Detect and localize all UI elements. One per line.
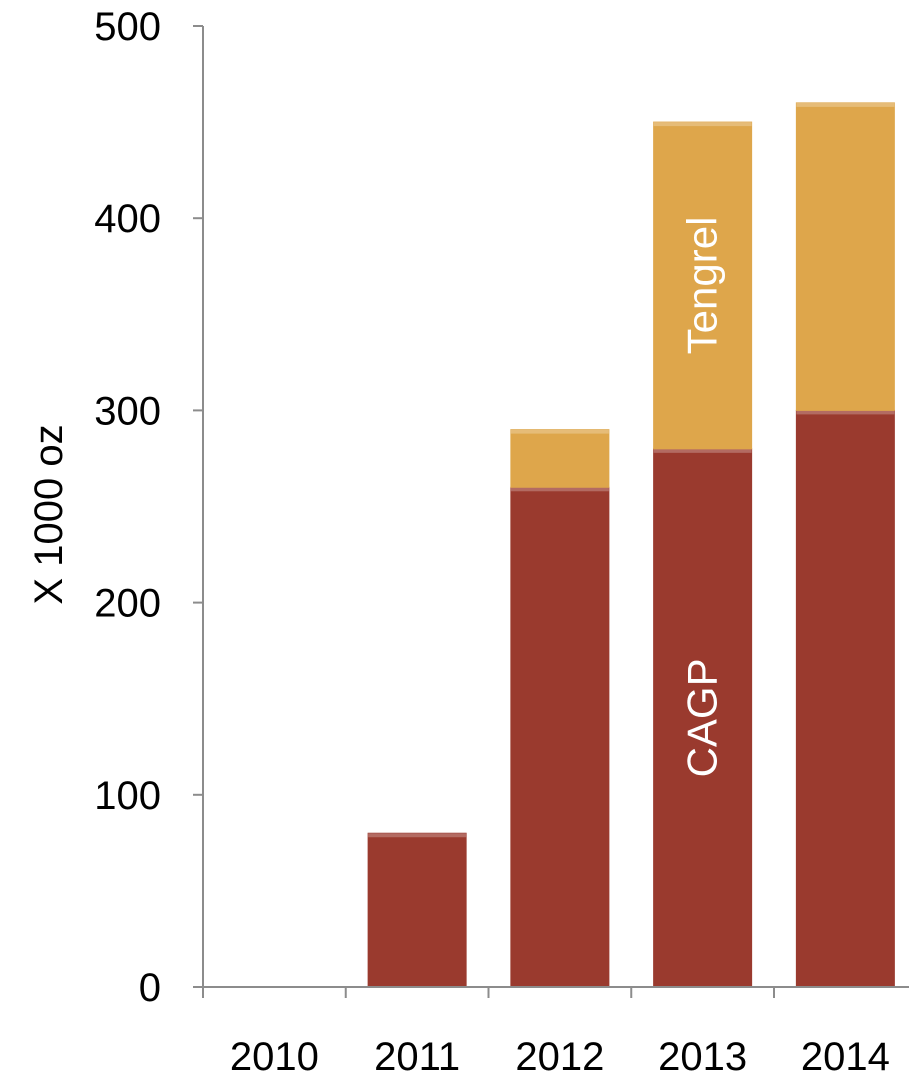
bar-cagp-2011 [367, 832, 467, 988]
x-tick-label-2011: 2011 [374, 1035, 460, 1079]
y-tick-label-500: 500 [94, 5, 161, 49]
bar-top-highlight-cagp-2012 [510, 487, 609, 492]
bar-tengrel-2012 [510, 429, 610, 488]
bar-top-highlight-cagp-2014 [796, 410, 895, 415]
x-tick-label-2014: 2014 [801, 1035, 890, 1079]
y-tick-label-0: 0 [139, 966, 161, 1010]
y-tick-label-400: 400 [94, 197, 161, 241]
x-tick-label-2010: 2010 [230, 1035, 319, 1079]
x-axis-ticks: 2010 2011 2012 2013 2014 [202, 987, 890, 1079]
y-tick-label-100: 100 [94, 774, 161, 818]
y-axis-title: X 1000 oz [27, 424, 71, 604]
y-tick-label-200: 200 [94, 582, 161, 626]
bar-top-highlight-tengrel-2012 [510, 429, 609, 434]
bar-tengrel-2014 [795, 102, 895, 411]
bar-top-highlight-tengrel-2013 [653, 122, 752, 127]
bar-top-highlight-tengrel-2014 [796, 102, 895, 107]
bars-group [367, 102, 895, 988]
x-tick-label-2013: 2013 [658, 1035, 747, 1079]
bar-top-highlight-cagp-2011 [368, 833, 467, 838]
bar-top-highlight-cagp-2013 [653, 448, 752, 453]
in-bar-label-cagp: CAGP [679, 658, 726, 777]
y-axis-title-group: X 1000 oz [27, 424, 71, 604]
axes-group [202, 26, 909, 988]
y-axis-ticks: 0 100 200 300 400 500 [94, 5, 203, 1010]
y-tick-label-300: 300 [94, 389, 161, 433]
in-bar-label-tengrel: Tengrel [679, 217, 726, 355]
bar-cagp-2012 [510, 486, 610, 988]
in-bar-labels: Tengrel CAGP [679, 217, 726, 778]
bar-tengrel-2013 [653, 121, 753, 450]
x-tick-label-2012: 2012 [515, 1035, 604, 1079]
bar-cagp-2014 [795, 409, 895, 988]
